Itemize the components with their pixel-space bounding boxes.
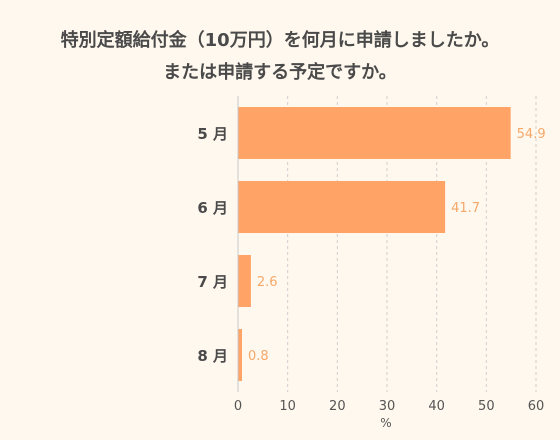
x-tick-label: 0 [234,399,242,414]
chart-title-line-2: または申請する予定ですか。 [163,61,397,83]
bar-value-label: 41.7 [451,201,480,216]
bar [238,255,251,307]
bar-value-label: 2.6 [257,275,278,290]
bar [238,181,446,233]
x-tick-label: 10 [279,399,296,414]
x-tick-label: 40 [428,399,445,414]
bar [238,329,242,381]
category-label: 5 月 [197,125,228,143]
bar [238,107,511,159]
bars: 54.9 41.7 2.6 0.8 [238,107,546,381]
bar-value-label: 0.8 [248,349,269,364]
bar-value-label: 54.9 [517,127,546,142]
category-label: 6 月 [197,199,228,217]
chart-title-line-1: 特別定額給付金（10万円）を何月に申請しましたか。 [61,29,500,51]
x-tick-label: 50 [478,399,495,414]
category-label: 7 月 [197,273,228,291]
x-axis-label: % [380,416,391,430]
x-tick-label: 60 [528,399,545,414]
x-tick-label: 20 [329,399,346,414]
category-label: 8 月 [197,347,228,365]
x-tick-label: 30 [379,399,396,414]
x-axis-ticks: 0 10 20 30 40 50 60 [234,399,544,414]
category-labels: 5 月 6 月 7 月 8 月 [197,125,228,365]
